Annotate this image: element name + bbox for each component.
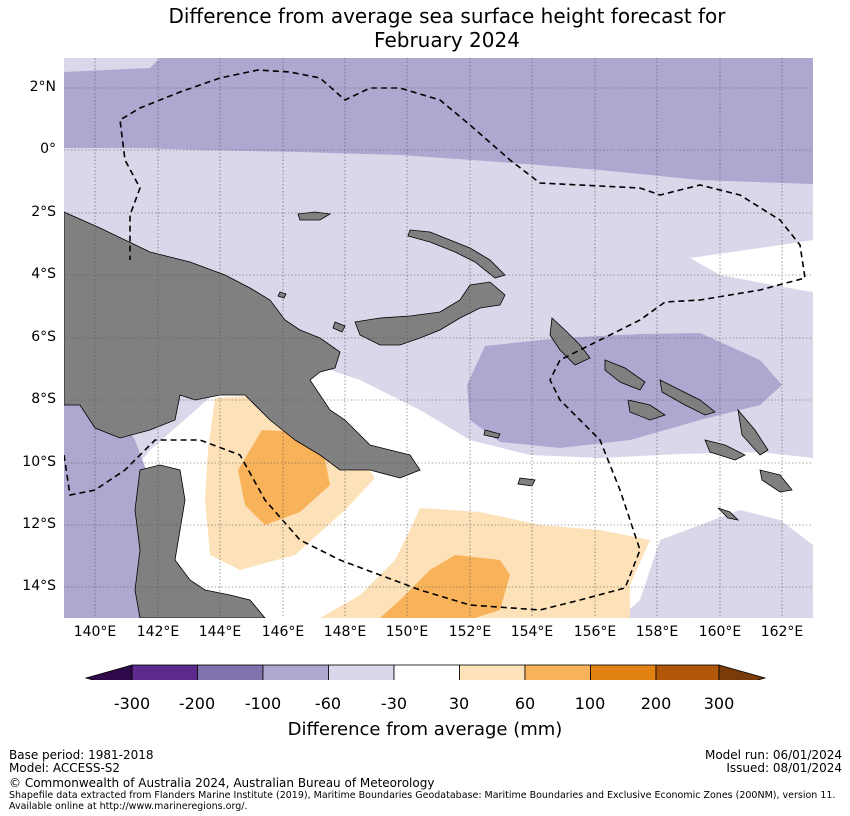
- colorbar: [84, 664, 767, 680]
- anomaly-region-coral-sea-strong: [238, 430, 330, 525]
- new-ireland-island: [407, 229, 506, 279]
- rennell-island: [717, 507, 740, 521]
- lat-label-2n: 2°N: [29, 79, 56, 95]
- colorbar-label: 100: [574, 694, 606, 713]
- colorbar-segment: [590, 664, 657, 680]
- eez-boundary-line: [64, 69, 806, 611]
- bougainville-island: [549, 317, 591, 366]
- colorbar-label: 60: [514, 694, 536, 713]
- lon-label-144e: 144°E: [198, 624, 242, 640]
- lon-label-162e: 162°E: [760, 624, 804, 640]
- colorbar-label: -200: [178, 694, 216, 713]
- colorbar-label: 30: [448, 694, 470, 713]
- makira-island: [759, 469, 793, 493]
- colorbar-label: 200: [640, 694, 672, 713]
- colorbar-extend-min: [84, 664, 133, 680]
- lat-label-10s: 10°S: [22, 454, 56, 470]
- anomaly-region-west: [64, 390, 175, 618]
- lon-label-152e: 152°E: [448, 624, 492, 640]
- colorbar-segment: [131, 664, 198, 680]
- shapefile-credit: Shapefile data extracted from Flanders M…: [9, 790, 836, 801]
- choiseul-island: [604, 359, 646, 391]
- lon-label-154e: 154°E: [510, 624, 554, 640]
- new-georgia-island: [627, 399, 666, 421]
- anomaly-region-north-edge: [64, 58, 160, 72]
- map-title: Difference from average sea surface heig…: [0, 4, 850, 52]
- base-period: Base period: 1981-2018: [9, 748, 154, 762]
- colorbar-label: -30: [380, 694, 408, 713]
- manus-island: [297, 211, 332, 221]
- guadalcanal-island: [704, 439, 746, 461]
- lon-label-160e: 160°E: [698, 624, 742, 640]
- issued-date: Issued: 08/01/2024: [726, 761, 842, 775]
- colorbar-segment: [262, 664, 329, 680]
- lon-label-156e: 156°E: [573, 624, 617, 640]
- anomaly-region-north: [64, 58, 813, 184]
- colorbar-segment: [328, 664, 395, 680]
- lat-label-6s: 6°S: [31, 329, 56, 345]
- lat-label-4s: 4°S: [31, 266, 56, 282]
- land-masses: [64, 211, 793, 618]
- colorbar-segment: [197, 664, 264, 680]
- lon-label-142e: 142°E: [136, 624, 180, 640]
- lat-label-2s: 2°S: [31, 204, 56, 220]
- lon-label-158e: 158°E: [635, 624, 679, 640]
- map-gridlines: [64, 58, 813, 618]
- small-island-2: [483, 429, 501, 439]
- sea-surface-height-map: [64, 58, 813, 680]
- new-guinea-island: [64, 211, 421, 479]
- colorbar-label: -60: [314, 694, 342, 713]
- new-britain-island: [354, 281, 506, 346]
- lat-label-12s: 12°S: [22, 516, 56, 532]
- lon-label-150e: 150°E: [385, 624, 429, 640]
- colorbar-label: -300: [113, 694, 151, 713]
- lat-label-14s: 14°S: [22, 578, 56, 594]
- colorbar-segment: [655, 664, 720, 680]
- lat-label-0: 0°: [40, 141, 56, 157]
- colorbar-segment: [393, 664, 460, 680]
- santa-isabel-island: [659, 379, 716, 416]
- model-name: Model: ACCESS-S2: [9, 761, 121, 775]
- small-island-1: [332, 321, 346, 333]
- malaita-island: [737, 408, 769, 456]
- colorbar-label: -100: [244, 694, 282, 713]
- colorbar-label: 300: [703, 694, 735, 713]
- title-line-2: February 2024: [374, 28, 520, 52]
- colorbar-segment: [459, 664, 526, 680]
- colorbar-title: Difference from average (mm): [287, 719, 563, 740]
- lat-label-8s: 8°S: [31, 391, 56, 407]
- anomaly-region-south-strong: [380, 555, 510, 618]
- title-line-1: Difference from average sea surface heig…: [168, 4, 726, 28]
- model-run: Model run: 06/01/2024: [704, 748, 842, 762]
- colorbar-segment: [524, 664, 591, 680]
- anomaly-region-solomon: [467, 333, 782, 448]
- copyright-notice: © Commonwealth of Australia 2024, Austra…: [9, 776, 435, 790]
- small-island-4: [277, 291, 287, 299]
- cape-york-peninsula: [134, 464, 266, 618]
- lon-label-140e: 140°E: [73, 624, 117, 640]
- lon-label-148e: 148°E: [323, 624, 367, 640]
- lon-label-146e: 146°E: [261, 624, 305, 640]
- colorbar-extend-max: [718, 664, 767, 680]
- shapefile-url: Available online at http://www.marinereg…: [9, 801, 248, 812]
